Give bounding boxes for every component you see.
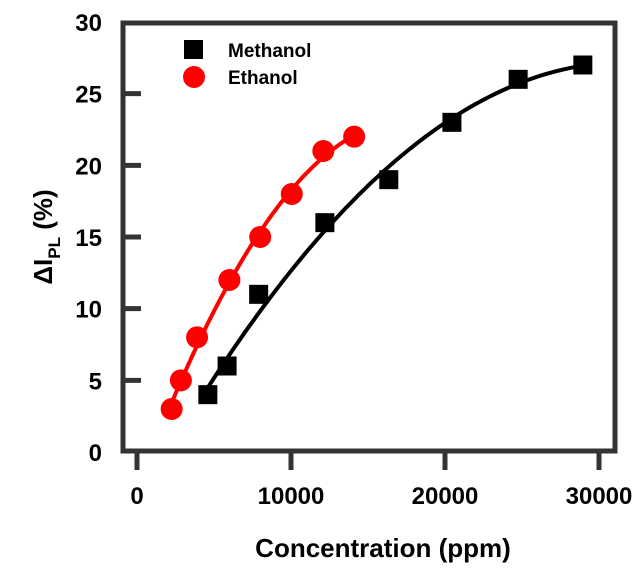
y-tick-label: 0 — [89, 440, 102, 467]
legend: Methanol Ethanol — [183, 40, 311, 89]
svg-text:ΔIPL (%): ΔIPL (%) — [28, 189, 64, 284]
y-tick-label: 30 — [75, 10, 102, 37]
data-point-ethanol — [218, 269, 241, 291]
y-axis-title-main: ΔI — [28, 259, 58, 285]
x-tick-label: 10000 — [258, 483, 325, 510]
data-point-methanol — [379, 170, 399, 190]
y-axis-title: ΔIPL (%) — [28, 189, 64, 284]
data-point-ethanol — [169, 369, 192, 392]
x-tick-label: 20000 — [412, 483, 479, 510]
x-tick-label: 30000 — [566, 483, 633, 510]
data-point-methanol — [315, 213, 335, 233]
y-tick-label: 5 — [89, 368, 102, 395]
y-tick-label: 15 — [75, 225, 102, 252]
data-point-methanol — [573, 55, 593, 75]
x-tick-label: 0 — [130, 483, 143, 510]
y-tick-label: 20 — [75, 153, 102, 180]
data-point-ethanol — [160, 398, 183, 420]
x-axis-title: Concentration (ppm) — [255, 533, 511, 563]
data-point-ethanol — [343, 125, 366, 148]
y-tick-label: 25 — [75, 82, 102, 109]
y-axis-title-suffix: (%) — [28, 189, 58, 237]
data-point-ethanol — [312, 140, 335, 162]
data-point-methanol — [249, 284, 269, 304]
data-point-methanol — [217, 356, 237, 376]
y-tick-label: 10 — [75, 297, 102, 324]
legend-marker-methanol — [184, 40, 203, 59]
series-layer — [160, 55, 593, 420]
legend-marker-ethanol — [183, 66, 205, 88]
data-point-ethanol — [280, 183, 303, 205]
data-point-methanol — [198, 385, 218, 405]
data-point-ethanol — [249, 226, 272, 248]
fit-line-ethanol — [169, 133, 356, 404]
data-point-methanol — [442, 112, 462, 132]
y-axis-ticks: 0 5 10 15 20 25 30 — [75, 10, 141, 467]
y-axis-title-subscript: PL — [45, 237, 64, 259]
data-point-methanol — [508, 69, 528, 89]
data-point-ethanol — [186, 326, 209, 349]
x-axis-ticks: 0 10000 20000 30000 — [130, 452, 632, 510]
legend-label-ethanol: Ethanol — [228, 68, 298, 89]
legend-label-methanol: Methanol — [228, 41, 311, 62]
